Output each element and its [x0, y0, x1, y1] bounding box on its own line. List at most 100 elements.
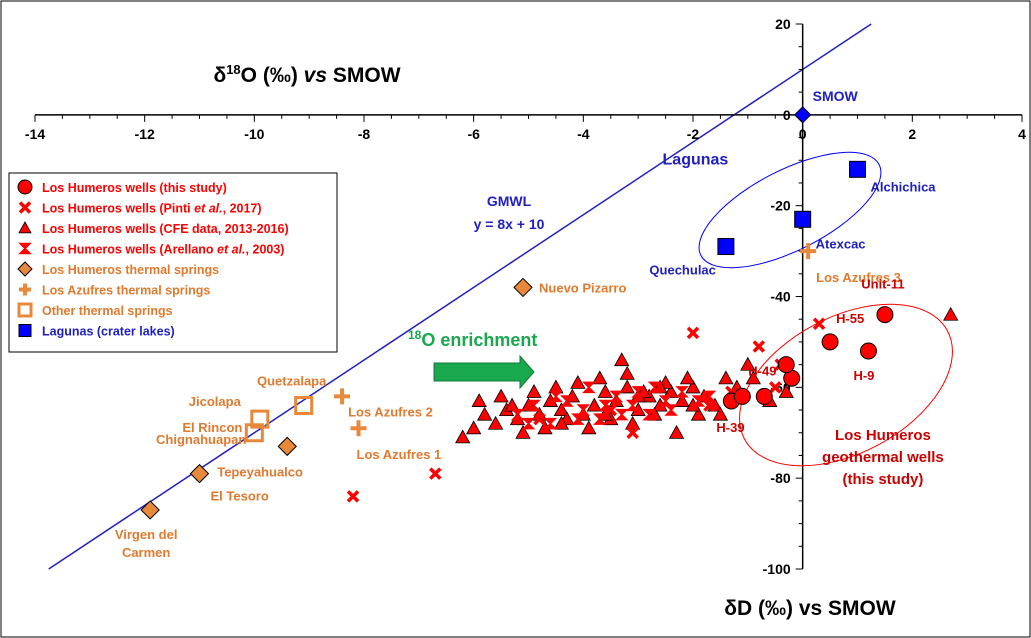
cfe-well-point	[570, 374, 586, 389]
cfe-well-point	[526, 384, 542, 398]
cfe-well-point	[487, 415, 504, 430]
pinti-well-point	[429, 467, 442, 480]
x-tick-label: -8	[358, 126, 371, 142]
this-study-well-point	[859, 342, 877, 360]
pinti-well-point	[626, 426, 639, 439]
cfe-well-point	[493, 388, 509, 403]
pinti-well-point	[703, 399, 716, 412]
point-label: H-39	[716, 420, 744, 435]
arellano-well-point	[642, 408, 656, 421]
cfe-well-point	[943, 306, 959, 321]
this-study-well-point	[755, 387, 773, 405]
azufres-spring-point	[350, 420, 367, 437]
other-spring-point	[250, 409, 270, 429]
pinti-well-point	[346, 490, 360, 503]
point-label: H-49	[748, 363, 776, 378]
cfe-well-point	[668, 424, 685, 439]
other-spring-point	[244, 423, 264, 443]
arellano-well-point	[571, 413, 585, 425]
this-study-well-point	[777, 356, 795, 374]
pinti-well-point	[769, 381, 782, 394]
x-tick-label: -2	[687, 126, 700, 142]
arellano-well-point	[521, 417, 536, 430]
point-label: Lagunas	[663, 151, 729, 168]
point-label: Los Azufres 2	[348, 404, 433, 419]
cfe-well-point	[586, 397, 602, 412]
x-tick-label: -6	[467, 126, 480, 142]
point-label: Quechulac	[649, 263, 715, 278]
y-tick-label: 20	[775, 16, 791, 32]
smow-point	[793, 106, 812, 124]
pinti-well-point	[752, 340, 766, 353]
point-label: Chignahuapan	[156, 432, 246, 447]
gmwl-label: GMWL	[487, 193, 532, 209]
cfe-well-point	[553, 402, 570, 417]
enrichment-text: O enrichment	[421, 330, 537, 350]
cfe-well-point	[663, 384, 679, 398]
legend-marker	[18, 324, 32, 337]
cfe-well-point	[465, 420, 482, 435]
arellano-well-point	[582, 381, 596, 394]
cfe-well-point	[679, 370, 696, 385]
cfe-well-point	[718, 370, 734, 385]
legend-label: Other thermal springs	[42, 304, 173, 318]
cfe-well-point	[619, 365, 635, 380]
cfe-well-point	[455, 429, 471, 444]
laguna-point	[717, 238, 735, 256]
cfe-well-point	[778, 384, 794, 398]
cfe-well-point	[597, 384, 613, 398]
x-tick-label: -14	[25, 126, 45, 142]
point-label: Unit-11	[861, 277, 904, 292]
enrichment-label: 18O enrichment	[408, 328, 537, 350]
x-tick-label: -10	[244, 126, 264, 142]
other-spring-point	[294, 396, 314, 415]
point-label: H-55	[836, 311, 864, 326]
cfe-well-point	[674, 393, 690, 407]
cfe-well-point	[504, 397, 520, 412]
x-axis-title-prefix: δ	[213, 64, 226, 87]
cfe-well-point	[685, 379, 701, 394]
cfe-well-point	[592, 370, 608, 385]
point-label: El Rincon	[182, 420, 242, 435]
x-tick-label: -4	[577, 126, 590, 142]
legend-marker	[18, 242, 32, 255]
legend-label: Los Azufres thermal springs	[42, 284, 210, 298]
point-label: (this study)	[842, 471, 923, 488]
arellano-well-point	[647, 381, 662, 394]
laguna-point	[849, 160, 866, 178]
azufres-spring-point	[334, 388, 351, 405]
point-label: Jicolapa	[189, 394, 242, 409]
x-tick-label: -12	[135, 126, 155, 142]
legend-label: Los Humeros wells (this study)	[42, 181, 227, 195]
x-axis-title-suffix: SMOW	[327, 64, 401, 87]
x-tick-label: 0	[799, 126, 807, 142]
x-tick-label: 2	[908, 126, 916, 142]
y-tick-label: -20	[770, 198, 790, 214]
legend-marker	[17, 179, 33, 195]
this-study-well-point	[733, 387, 751, 405]
point-label: Los Azufres 1	[357, 447, 442, 462]
pinti-well-point	[604, 403, 617, 417]
enrichment-arrow	[433, 354, 535, 390]
point-label: Los Azufres 3	[816, 270, 901, 285]
data-points	[140, 106, 959, 520]
arellano-well-point	[691, 395, 706, 407]
point-label: Tepeyahualco	[217, 464, 303, 479]
point-label: SMOW	[813, 88, 859, 104]
cfe-well-point	[625, 415, 641, 430]
pinti-well-point	[686, 326, 700, 340]
x-tick-label: 4	[1018, 126, 1026, 142]
cfe-well-point	[581, 420, 597, 435]
pinti-well-point	[533, 412, 546, 426]
this-study-well-point	[876, 306, 894, 324]
cfe-well-point	[690, 406, 707, 421]
cfe-well-point	[515, 424, 531, 439]
arellano-well-point	[592, 413, 607, 425]
cfe-well-point	[614, 352, 630, 367]
cfe-well-point	[553, 415, 570, 430]
x-axis-title-italic: vs	[304, 64, 327, 87]
arellano-well-point	[675, 386, 689, 398]
cfe-well-point	[712, 406, 729, 421]
point-label: El Tesoro	[211, 489, 269, 504]
humeros-spring-point	[189, 463, 210, 484]
